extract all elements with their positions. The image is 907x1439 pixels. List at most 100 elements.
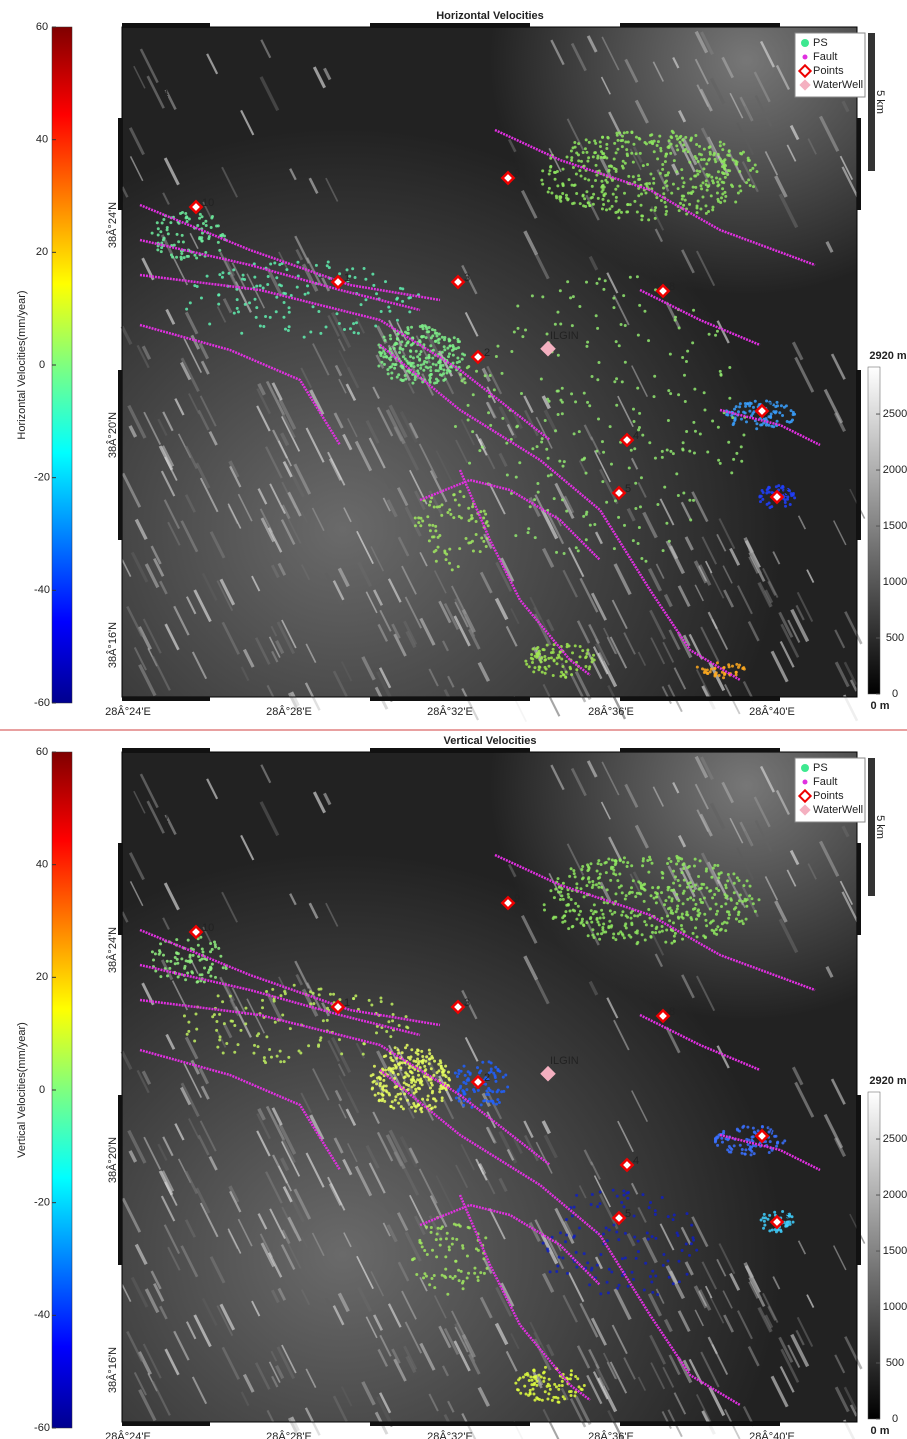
ps-point bbox=[613, 499, 617, 503]
relief-ridge bbox=[529, 1321, 549, 1357]
ps-point bbox=[443, 549, 447, 553]
relief-ridge bbox=[419, 1342, 436, 1371]
relief-ridge bbox=[129, 156, 144, 182]
ps-point bbox=[215, 1028, 219, 1032]
ps-point bbox=[636, 1250, 640, 1254]
ps-point bbox=[681, 448, 685, 452]
ps-point bbox=[559, 674, 563, 678]
relief-ridge bbox=[130, 1276, 149, 1308]
ps-point bbox=[662, 192, 666, 196]
ps-point bbox=[613, 910, 617, 914]
ps-point bbox=[580, 917, 584, 921]
ps-point bbox=[160, 246, 164, 250]
ps-point bbox=[624, 914, 628, 918]
ps-point bbox=[752, 1152, 756, 1156]
ps-point bbox=[709, 889, 713, 893]
relief-ridge bbox=[673, 667, 687, 690]
relief-ridge bbox=[327, 1039, 340, 1062]
ps-point bbox=[414, 1051, 418, 1055]
ps-point bbox=[651, 930, 655, 934]
relief-ridge bbox=[191, 1376, 208, 1405]
relief-ridge bbox=[138, 1389, 157, 1422]
relief-ridge bbox=[189, 232, 199, 250]
relief-ridge bbox=[654, 228, 664, 243]
ps-point bbox=[258, 284, 262, 288]
relief-ridge bbox=[634, 824, 649, 849]
ps-point bbox=[701, 901, 705, 905]
ps-point bbox=[682, 143, 686, 147]
ps-point bbox=[605, 1239, 609, 1243]
relief-ridge bbox=[579, 577, 599, 613]
ps-point bbox=[607, 1228, 611, 1232]
relief-ridge bbox=[285, 463, 305, 498]
ps-point bbox=[601, 925, 605, 929]
relief-ridge bbox=[786, 144, 797, 162]
relief-ridge bbox=[542, 1272, 555, 1293]
ps-point bbox=[681, 937, 685, 941]
ps-point bbox=[704, 918, 708, 922]
ps-point bbox=[634, 930, 638, 934]
ps-point bbox=[638, 303, 642, 307]
ps-point bbox=[433, 339, 437, 343]
colorbar-tick-label: 20 bbox=[36, 246, 48, 258]
ps-point bbox=[614, 199, 618, 203]
ps-point bbox=[453, 1071, 457, 1075]
ps-point bbox=[215, 1019, 219, 1023]
relief-ridge bbox=[741, 161, 759, 193]
ps-point bbox=[332, 992, 336, 996]
ps-point bbox=[546, 190, 550, 194]
ps-point bbox=[275, 276, 279, 280]
ps-point bbox=[443, 377, 447, 381]
ps-point bbox=[682, 867, 686, 871]
ps-point bbox=[546, 474, 550, 478]
ps-point bbox=[639, 885, 643, 889]
ps-point bbox=[387, 1091, 391, 1095]
relief-ridge bbox=[379, 1334, 392, 1357]
relief-ridge bbox=[144, 1288, 160, 1314]
relief-ridge bbox=[453, 615, 471, 647]
ps-point bbox=[534, 1377, 538, 1381]
ps-point bbox=[429, 1230, 433, 1234]
ps-point bbox=[554, 429, 558, 433]
ps-point bbox=[779, 404, 783, 408]
elevation-tick-label: 1500 bbox=[883, 1245, 907, 1257]
ps-point bbox=[560, 498, 564, 502]
elevation-bar bbox=[867, 1091, 881, 1420]
ps-point bbox=[382, 355, 386, 359]
relief-ridge bbox=[206, 778, 219, 800]
ps-point bbox=[557, 1384, 561, 1388]
ps-point bbox=[536, 490, 540, 494]
ps-point bbox=[418, 357, 422, 361]
ps-point bbox=[454, 1096, 458, 1100]
ps-point bbox=[235, 306, 239, 310]
ps-point bbox=[773, 1228, 777, 1232]
y-tick-label: 38Â°24'N bbox=[106, 202, 119, 248]
ps-point bbox=[434, 1238, 438, 1242]
ps-point bbox=[676, 904, 680, 908]
ps-point bbox=[675, 144, 679, 148]
legend-symbol bbox=[801, 39, 809, 47]
ps-point bbox=[631, 407, 635, 411]
relief-ridge bbox=[754, 819, 773, 852]
relief-ridge bbox=[216, 580, 234, 612]
ps-point bbox=[680, 912, 684, 916]
ps-point bbox=[765, 399, 769, 403]
relief-ridge bbox=[563, 495, 575, 514]
ps-point bbox=[540, 437, 544, 441]
ps-point bbox=[317, 993, 321, 997]
ps-point bbox=[378, 1084, 382, 1088]
relief-ridge bbox=[652, 786, 665, 807]
ps-point bbox=[770, 1228, 774, 1232]
relief-ridge bbox=[345, 1108, 357, 1127]
ps-point bbox=[615, 133, 619, 137]
ps-point bbox=[153, 952, 157, 956]
ps-point bbox=[306, 284, 310, 288]
ps-point bbox=[236, 310, 240, 314]
ps-point bbox=[678, 884, 682, 888]
relief-ridge bbox=[650, 1362, 666, 1390]
ps-point bbox=[716, 180, 720, 184]
ps-point bbox=[649, 133, 653, 137]
relief-ridge bbox=[167, 1246, 181, 1271]
ps-point bbox=[482, 509, 486, 513]
ps-point bbox=[567, 927, 571, 931]
